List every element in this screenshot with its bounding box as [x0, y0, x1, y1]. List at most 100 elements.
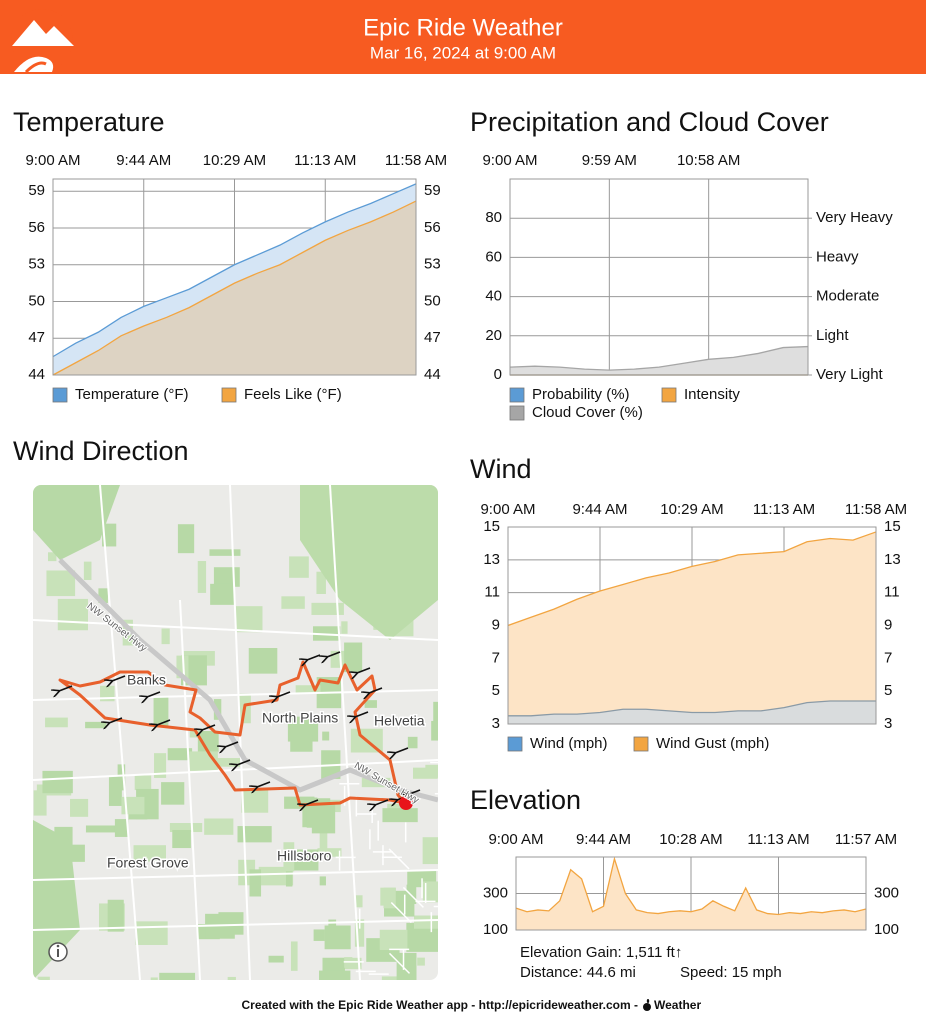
area-fill [53, 201, 416, 375]
y-tick-label: 0 [494, 366, 502, 383]
legend-label: Cloud Cover (%) [532, 404, 643, 421]
green-patch [133, 845, 166, 862]
x-tick-label: 11:58 AM [385, 152, 447, 169]
map-title: Wind Direction [13, 436, 189, 466]
green-patch [85, 721, 107, 729]
distance: Distance: 44.6 mi [520, 964, 636, 981]
green-patch [341, 621, 348, 634]
green-patch [311, 602, 344, 615]
wind-arrow [225, 741, 239, 747]
green-patch [114, 819, 129, 837]
road [390, 901, 412, 924]
legend-label: Intensity [684, 386, 740, 403]
x-tick-label: 9:00 AM [482, 152, 537, 169]
green-patch [227, 976, 236, 980]
green-patch [319, 970, 351, 980]
wind-arrow [157, 719, 171, 725]
green-patch [167, 748, 193, 761]
green-patch [289, 556, 309, 578]
green-patch [268, 955, 284, 963]
x-tick-label: 9:44 AM [572, 501, 627, 518]
green-patch [107, 899, 124, 932]
y-tick-label: 40 [485, 288, 502, 305]
road [99, 485, 141, 980]
x-tick-label: 11:13 AM [747, 831, 809, 848]
area-fill [508, 531, 876, 724]
road [33, 619, 438, 641]
x-tick-label: 10:58 AM [677, 152, 740, 169]
plot-frame [52, 178, 417, 376]
green-patch [422, 837, 438, 865]
wind-arrow [357, 667, 371, 673]
x-tick-label: 11:13 AM [753, 501, 815, 518]
green-patch [324, 925, 351, 950]
green-patch [204, 818, 234, 835]
green-patch [249, 869, 262, 897]
app-title: Epic Ride Weather [363, 14, 563, 41]
info-button[interactable] [48, 942, 68, 962]
green-patch [108, 776, 122, 806]
y-tick-label: 44 [28, 366, 45, 383]
y-tick-label-right: 47 [424, 329, 441, 346]
wind-arrows [59, 651, 421, 805]
green-patch [197, 561, 207, 593]
y-tick-label-right: 56 [424, 219, 441, 236]
wind-arrow [112, 675, 126, 681]
green-areas [33, 485, 438, 980]
road [33, 919, 438, 931]
green-patch [433, 701, 438, 733]
footer-brand: Weather [654, 998, 701, 1012]
y2-tick-label: Very Light [816, 366, 884, 383]
green-patch [237, 826, 272, 843]
green-patch [290, 734, 313, 752]
x-tick-label: 10:29 AM [203, 152, 266, 169]
legend-label: Temperature (°F) [75, 386, 189, 403]
road [33, 869, 438, 881]
series-line [52, 183, 417, 358]
road [329, 485, 361, 980]
green-patch [319, 830, 328, 855]
legend-swatch [633, 736, 649, 752]
green-patch [413, 767, 438, 779]
wind-arrow [407, 789, 421, 795]
green-patch [281, 596, 305, 609]
green-patch [322, 731, 330, 741]
area-fill [510, 346, 808, 375]
plot-area [509, 178, 809, 376]
y-tick-label-right: 3 [884, 715, 892, 732]
legend-swatch [509, 405, 525, 421]
series-line [509, 345, 809, 371]
y-tick-label-right: 300 [874, 884, 899, 901]
map: NW Sunset Hwy Banks North Plains Helveti… [33, 485, 438, 980]
green-patch [354, 919, 365, 947]
green-patch [290, 941, 298, 971]
x-tick-label: 11:13 AM [294, 152, 356, 169]
wind-arrow [147, 691, 161, 697]
wind-arrow [327, 651, 341, 657]
y-tick-label: 60 [485, 248, 502, 265]
y-tick-label-right: 11 [884, 584, 900, 601]
green-patch [153, 697, 169, 728]
x-tick-label: 10:29 AM [660, 501, 723, 518]
highway [58, 558, 438, 803]
footer-text: Created with the Epic Ride Weather app -… [241, 998, 638, 1012]
apple-icon [643, 999, 651, 1011]
green-patch [161, 628, 170, 645]
green-patch [150, 977, 158, 980]
green-patch [134, 775, 152, 791]
wind-arrow [277, 691, 291, 697]
green-patch [177, 524, 195, 554]
green-patch [283, 842, 295, 872]
header-bar [0, 0, 926, 74]
legend-swatch [507, 736, 523, 752]
green-patch [46, 570, 76, 597]
green-patch [422, 881, 438, 903]
chart-title: Wind [470, 454, 532, 484]
chart-title: Elevation [470, 785, 581, 815]
wind-arrow [109, 717, 123, 723]
green-patch [33, 820, 80, 980]
green-patch [47, 552, 57, 562]
series-line [52, 200, 417, 376]
green-patch [317, 848, 342, 857]
